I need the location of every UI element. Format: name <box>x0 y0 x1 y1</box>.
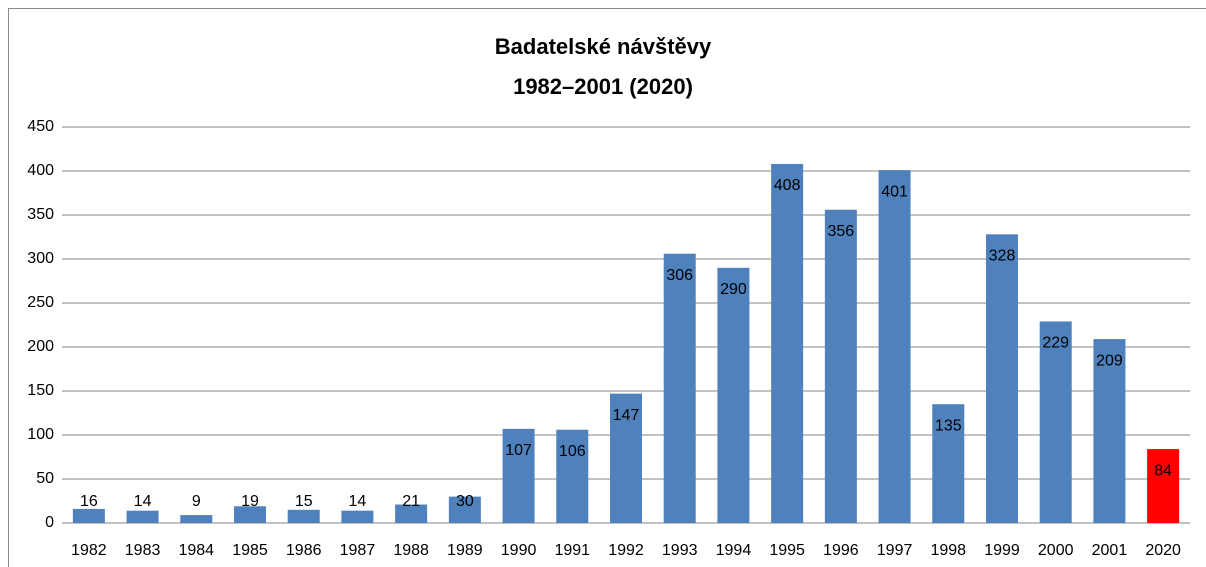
bar <box>341 510 374 523</box>
x-tick-label: 1994 <box>716 542 752 559</box>
x-tick-label: 1991 <box>554 542 590 559</box>
data-label: 9 <box>192 493 201 510</box>
bar <box>1039 321 1072 523</box>
bar <box>878 170 911 523</box>
data-label: 209 <box>1096 352 1123 369</box>
bar <box>126 510 159 523</box>
x-tick-label: 1987 <box>340 542 376 559</box>
bar <box>717 267 750 523</box>
bar <box>610 393 642 523</box>
data-label: 290 <box>720 281 747 298</box>
x-tick-label: 1982 <box>71 542 107 559</box>
x-tick-label: 2001 <box>1092 542 1128 559</box>
bar <box>824 209 857 523</box>
y-tick-label: 50 <box>36 470 54 487</box>
bar <box>663 253 696 523</box>
bar <box>180 515 213 523</box>
y-tick-label: 250 <box>27 294 54 311</box>
data-label: 229 <box>1042 335 1069 352</box>
data-label: 30 <box>456 493 474 510</box>
data-label: 306 <box>666 267 693 284</box>
x-tick-label: 1992 <box>608 542 644 559</box>
x-tick-label: 1996 <box>823 542 859 559</box>
data-label: 84 <box>1154 462 1172 479</box>
bar <box>395 504 428 523</box>
data-label: 15 <box>295 493 313 510</box>
x-tick-label: 1984 <box>178 542 214 559</box>
y-tick-label: 200 <box>27 338 54 355</box>
bar <box>287 509 320 523</box>
bar <box>1093 339 1126 523</box>
data-label: 16 <box>80 493 98 510</box>
x-tick-label: 1993 <box>662 542 698 559</box>
bar <box>556 429 589 523</box>
x-tick-label: 2020 <box>1145 542 1181 559</box>
y-tick-label: 300 <box>27 250 54 267</box>
chart-title: Badatelské návštěvy <box>495 34 712 59</box>
y-tick-label: 150 <box>27 382 54 399</box>
x-tick-label: 1999 <box>984 542 1020 559</box>
y-tick-label: 100 <box>27 426 54 443</box>
bar <box>502 428 535 523</box>
data-label: 356 <box>828 223 855 240</box>
data-label: 408 <box>774 177 801 194</box>
bar <box>986 234 1018 524</box>
data-label: 21 <box>402 493 420 510</box>
x-tick-label: 1988 <box>393 542 429 559</box>
x-tick-label: 1989 <box>447 542 483 559</box>
chart-subtitle: 1982–2001 (2020) <box>513 74 693 99</box>
data-label: 401 <box>881 183 908 200</box>
bar <box>72 508 105 523</box>
data-label: 328 <box>989 248 1016 265</box>
y-tick-label: 350 <box>27 206 54 223</box>
x-tick-label: 1998 <box>930 542 966 559</box>
x-tick-label: 2000 <box>1038 542 1074 559</box>
y-tick-label: 450 <box>27 118 54 135</box>
bar <box>1147 449 1180 523</box>
bar <box>771 163 804 523</box>
x-tick-label: 1986 <box>286 542 322 559</box>
data-label: 107 <box>505 442 532 459</box>
data-label: 147 <box>613 407 640 424</box>
bar <box>932 404 965 523</box>
x-tick-label: 1997 <box>877 542 913 559</box>
x-tick-label: 1990 <box>501 542 537 559</box>
data-label: 19 <box>241 493 259 510</box>
data-label: 106 <box>559 443 586 460</box>
bar <box>234 506 266 523</box>
data-label: 135 <box>935 417 962 434</box>
bar <box>448 496 481 523</box>
y-tick-label: 0 <box>45 514 54 531</box>
x-tick-label: 1983 <box>125 542 161 559</box>
data-label: 14 <box>349 493 367 510</box>
data-label: 14 <box>134 493 152 510</box>
x-tick-label: 1985 <box>232 542 268 559</box>
chart-frame <box>8 8 1206 567</box>
x-tick-label: 1995 <box>769 542 805 559</box>
y-tick-label: 400 <box>27 162 54 179</box>
